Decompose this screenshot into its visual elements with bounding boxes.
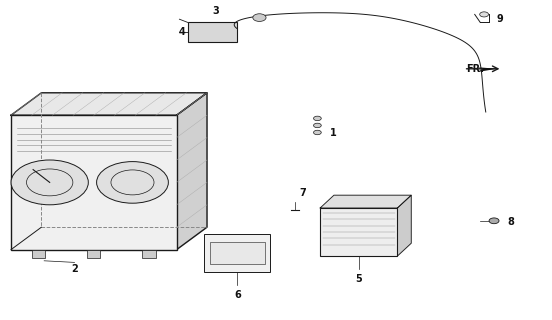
Polygon shape (188, 22, 237, 42)
Polygon shape (397, 195, 411, 256)
Text: 1: 1 (330, 128, 337, 138)
Text: 9: 9 (497, 14, 503, 24)
Text: 4: 4 (179, 27, 185, 37)
Polygon shape (210, 242, 265, 264)
Polygon shape (11, 93, 207, 115)
Text: 8: 8 (508, 217, 514, 228)
Polygon shape (32, 250, 45, 258)
Text: 3: 3 (212, 6, 219, 16)
Circle shape (97, 162, 168, 203)
Circle shape (11, 160, 88, 205)
Polygon shape (142, 250, 156, 258)
Text: 7: 7 (299, 188, 306, 198)
Circle shape (480, 12, 489, 17)
Text: FR.: FR. (466, 64, 485, 74)
Circle shape (314, 116, 321, 121)
Polygon shape (320, 208, 397, 256)
Circle shape (314, 130, 321, 135)
Polygon shape (204, 234, 270, 272)
Text: 2: 2 (71, 264, 78, 274)
Polygon shape (11, 115, 177, 250)
Circle shape (314, 123, 321, 128)
Circle shape (489, 218, 499, 224)
Text: 6: 6 (234, 290, 241, 300)
Text: 5: 5 (355, 274, 362, 284)
Circle shape (253, 14, 266, 21)
Polygon shape (177, 93, 207, 250)
Polygon shape (477, 67, 497, 72)
Polygon shape (320, 195, 411, 208)
Polygon shape (87, 250, 100, 258)
